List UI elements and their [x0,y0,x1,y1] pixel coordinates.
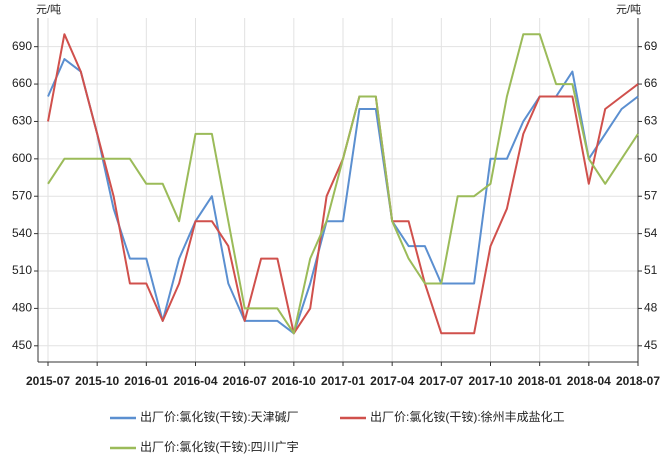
y2-tick-label: 60 [644,151,658,165]
legend-label: 出厂价:氯化铵(干铵):徐州丰成盐化工 [370,409,565,424]
y-tick-label: 510 [12,263,32,277]
y2-tick-label: 48 [644,301,658,315]
x-tick-label: 2016-07 [223,374,267,388]
x-tick-label: 2017-01 [321,374,365,388]
y2-tick-label: 57 [644,188,658,202]
x-tick-label: 2016-04 [173,374,217,388]
legend-label: 出厂价:氯化铵(干铵):四川广宇 [140,439,299,454]
y-tick-label: 480 [12,301,32,315]
y2-tick-label: 69 [644,39,658,53]
x-tick-label: 2018-01 [518,374,562,388]
y-tick-label: 660 [12,76,32,90]
x-tick-label: 2015-07 [26,374,70,388]
x-tick-label: 2017-07 [419,374,463,388]
x-tick-label: 2016-10 [272,374,316,388]
y-tick-label: 630 [12,114,32,128]
x-tick-label: 2015-10 [75,374,119,388]
y-tick-label: 690 [12,39,32,53]
y2-unit: 元/吨 [616,3,641,16]
series-line [47,33,639,335]
legend-label: 出厂价:氯化铵(干铵):天津碱厂 [140,409,299,424]
y2-tick-label: 54 [644,226,658,240]
y-unit: 元/吨 [36,3,61,16]
y-tick-label: 540 [12,226,32,240]
y-tick-label: 570 [12,188,32,202]
y2-tick-label: 63 [644,114,658,128]
x-tick-label: 2018-07 [616,374,660,388]
x-tick-label: 2018-04 [567,374,611,388]
x-tick-label: 2017-04 [370,374,414,388]
y-tick-label: 450 [12,338,32,352]
x-tick-label: 2016-01 [124,374,168,388]
y2-tick-label: 45 [644,338,658,352]
y-tick-label: 600 [12,151,32,165]
y2-tick-label: 51 [644,263,658,277]
x-tick-label: 2017-10 [468,374,512,388]
y2-tick-label: 66 [644,76,658,90]
